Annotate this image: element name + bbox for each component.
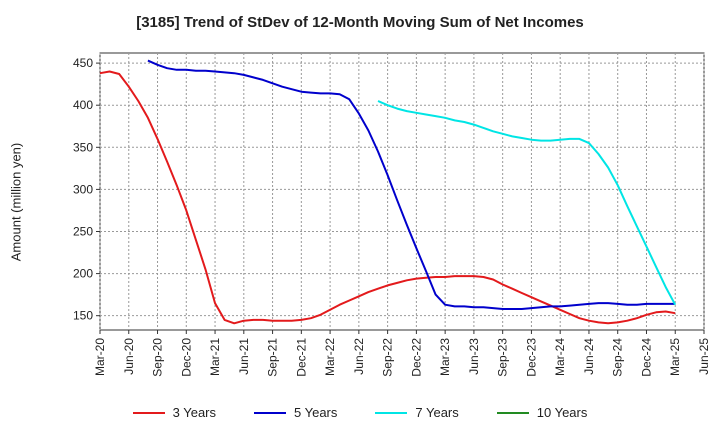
x-tick-label: Dec-23 <box>524 338 538 377</box>
legend-item: 7 Years <box>375 405 459 420</box>
x-tick-label: Dec-22 <box>409 338 423 377</box>
x-tick-label: Mar-20 <box>93 338 107 376</box>
legend-item: 10 Years <box>496 405 588 420</box>
x-tick-label: Jun-23 <box>467 338 481 375</box>
x-tick-label: Mar-25 <box>668 338 682 376</box>
x-tick-label: Jun-25 <box>697 338 711 375</box>
legend-item: 5 Years <box>254 405 337 420</box>
series-line-3-years <box>99 70 676 325</box>
legend-label: 10 Years <box>536 405 588 420</box>
legend-label: 5 Years <box>294 405 338 420</box>
chart-title: [3185] Trend of StDev of 12-Month Moving… <box>136 14 584 31</box>
x-tick-label: Jun-22 <box>352 338 366 375</box>
x-tick-label: Jun-24 <box>582 338 596 375</box>
y-tick-label: 450 <box>73 56 93 70</box>
x-tick-label: Sep-20 <box>151 338 165 377</box>
series-line-7-years <box>377 100 677 306</box>
legend-swatch <box>132 411 165 414</box>
x-tick-label: Mar-22 <box>323 338 337 376</box>
x-tick-label: Sep-23 <box>496 338 510 377</box>
y-tick-label: 300 <box>73 182 93 196</box>
x-tick-label: Dec-24 <box>639 338 653 377</box>
x-tick-label: Mar-21 <box>208 338 222 376</box>
y-tick-label: 200 <box>73 267 93 281</box>
y-tick-label: 350 <box>73 140 93 154</box>
y-tick-label: 400 <box>73 98 93 112</box>
legend-label: 3 Years <box>172 405 216 420</box>
series <box>99 59 677 325</box>
legend-swatch <box>496 411 529 414</box>
plot-area <box>99 52 705 331</box>
series-line-5-years <box>147 59 676 310</box>
x-tick-label: Jun-21 <box>237 338 251 375</box>
x-tick-label: Dec-21 <box>294 338 308 377</box>
legend-label: 7 Years <box>415 405 459 420</box>
axis-ticks: 150 200 250 300 350 400 450 Mar-20 Jun-20 Sep-20 D… <box>73 56 711 377</box>
legend-swatch <box>375 411 408 414</box>
grid <box>99 53 705 330</box>
x-tick-label: Sep-24 <box>611 338 625 377</box>
legend: 3 Years 5 Years 7 Years 10 Years <box>0 405 720 420</box>
x-tick-label: Sep-21 <box>266 338 280 377</box>
legend-item: 3 Years <box>132 405 216 420</box>
legend-swatch <box>254 411 286 414</box>
x-tick-label: Jun-20 <box>122 338 136 375</box>
y-tick-label: 250 <box>73 224 93 238</box>
x-tick-label: Mar-23 <box>438 338 452 376</box>
x-tick-label: Mar-24 <box>553 338 567 376</box>
x-tick-label: Dec-20 <box>179 338 193 377</box>
x-tick-label: Sep-22 <box>381 338 395 377</box>
y-tick-label: 150 <box>73 309 93 323</box>
